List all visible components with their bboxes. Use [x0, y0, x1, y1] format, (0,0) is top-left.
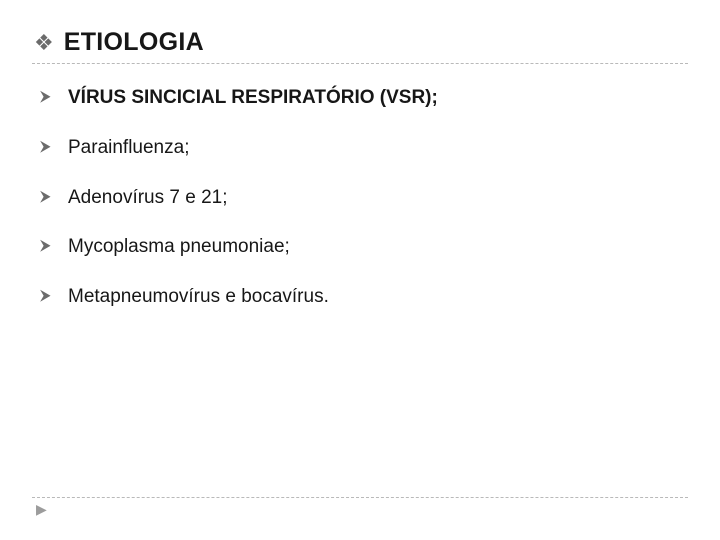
arrow-bullet-icon: ⮞ [40, 235, 54, 257]
arrow-bullet-icon: ⮞ [40, 186, 54, 208]
play-marker-icon: ▶ [36, 501, 47, 518]
title-separator [32, 63, 688, 64]
heading-row: ❖ ETIOLOGIA [34, 28, 686, 57]
arrow-bullet-icon: ⮞ [40, 136, 54, 158]
list-item: ⮞ Parainfluenza; [40, 136, 686, 160]
list-item: ⮞ Mycoplasma pneumoniae; [40, 235, 686, 259]
list-item: ⮞ Adenovírus 7 e 21; [40, 186, 686, 210]
arrow-bullet-icon: ⮞ [40, 285, 54, 307]
item-text: Metapneumovírus e bocavírus. [68, 285, 329, 309]
item-text: Adenovírus 7 e 21; [68, 186, 228, 210]
item-text: VÍRUS SINCICIAL RESPIRATÓRIO (VSR); [68, 86, 438, 110]
arrow-bullet-icon: ⮞ [40, 86, 54, 108]
footer-separator [32, 497, 688, 498]
item-text: Mycoplasma pneumoniae; [68, 235, 290, 259]
slide: ❖ ETIOLOGIA ⮞ VÍRUS SINCICIAL RESPIRATÓR… [0, 0, 720, 540]
list-item: ⮞ Metapneumovírus e bocavírus. [40, 285, 686, 309]
list-item: ⮞ VÍRUS SINCICIAL RESPIRATÓRIO (VSR); [40, 86, 686, 110]
item-text: Parainfluenza; [68, 136, 189, 160]
heading-text: ETIOLOGIA [64, 28, 204, 57]
item-list: ⮞ VÍRUS SINCICIAL RESPIRATÓRIO (VSR); ⮞ … [34, 86, 686, 309]
diamond-bullet-icon: ❖ [34, 32, 54, 54]
